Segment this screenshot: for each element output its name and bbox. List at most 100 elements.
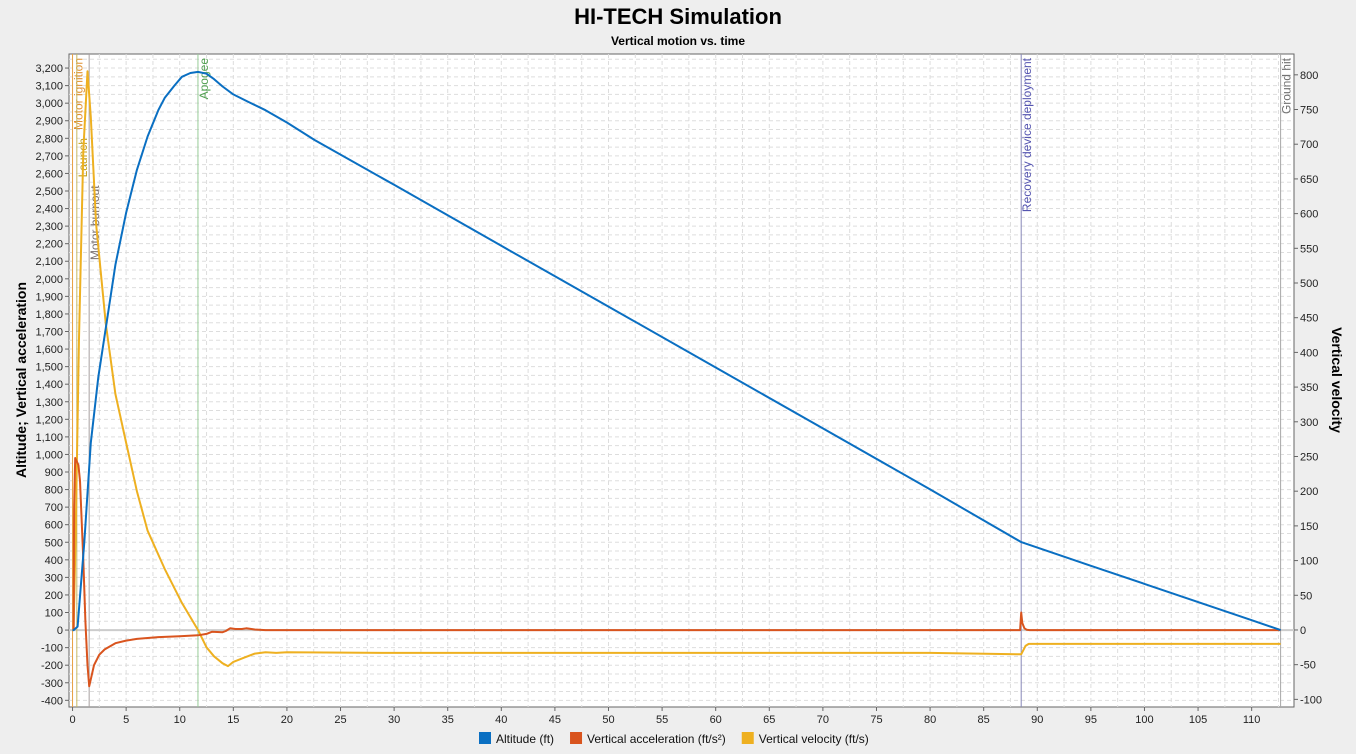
- legend-label: Vertical acceleration (ft/s²): [587, 732, 726, 746]
- x-tick-label: 5: [123, 714, 129, 726]
- y-left-tick-label: 1,500: [35, 362, 63, 374]
- y-left-tick-label: 2,600: [35, 168, 63, 180]
- y-left-tick-label: 1,700: [35, 326, 63, 338]
- y-right-tick-label: 650: [1300, 174, 1318, 186]
- y-left-tick-label: 2,800: [35, 133, 63, 145]
- y-left-tick-label: 800: [45, 485, 63, 497]
- y-left-tick-label: 200: [45, 590, 63, 602]
- y-left-tick-label: 1,600: [35, 344, 63, 356]
- grid: [69, 54, 1294, 707]
- x-tick-label: 100: [1135, 714, 1153, 726]
- y-right-tick-label: 250: [1300, 451, 1318, 463]
- y-right-tick-label: 150: [1300, 521, 1318, 533]
- y-left-tick-label: 500: [45, 537, 63, 549]
- y-right-tick-label: 500: [1300, 278, 1318, 290]
- y-left-tick-label: 900: [45, 467, 63, 479]
- y-left-tick-label: 2,000: [35, 274, 63, 286]
- legend-label: Altitude (ft): [496, 732, 554, 746]
- y-axis-right: -100 -50 0 50 100 150 200 250 300 350 400 450 500 550…: [1294, 70, 1322, 706]
- y-left-tick-label: -400: [41, 695, 63, 707]
- legend-swatch: [479, 732, 491, 744]
- x-tick-label: 0: [69, 714, 75, 726]
- x-tick-label: 70: [817, 714, 829, 726]
- x-tick-label: 40: [495, 714, 507, 726]
- y-left-tick-label: 1,300: [35, 397, 63, 409]
- y-right-tick-label: 300: [1300, 417, 1318, 429]
- y-left-tick-label: 100: [45, 608, 63, 620]
- x-tick-label: 60: [710, 714, 722, 726]
- x-tick-label: 105: [1189, 714, 1207, 726]
- y-left-tick-label: -100: [41, 643, 63, 655]
- y-left-tick-label: 1,200: [35, 414, 63, 426]
- y-right-tick-label: 100: [1300, 556, 1318, 568]
- series-line-2: [72, 70, 1281, 668]
- x-tick-label: 50: [602, 714, 614, 726]
- y-axis-left-label: Altitude; Vertical acceleration: [13, 282, 29, 478]
- plot-area: [68, 53, 1295, 708]
- y-right-tick-label: 400: [1300, 347, 1318, 359]
- y-left-tick-label: 300: [45, 572, 63, 584]
- legend-label: Vertical velocity (ft/s): [759, 732, 869, 746]
- y-left-tick-label: 0: [57, 625, 63, 637]
- x-tick-label: 80: [924, 714, 936, 726]
- x-tick-label: 45: [549, 714, 561, 726]
- y-left-tick-label: 1,100: [35, 432, 63, 444]
- legend-swatch: [741, 732, 754, 744]
- y-left-tick-label: -200: [41, 660, 63, 672]
- y-right-tick-label: 800: [1300, 70, 1318, 82]
- y-left-tick-label: 2,400: [35, 204, 63, 216]
- x-axis: 0 5 10 15 20 25 30 35 40 45 50 55 60 65 70 75 80 85 90 95 10…: [69, 707, 1260, 726]
- chart-subtitle: Vertical motion vs. time: [611, 34, 745, 48]
- y-right-tick-label: 750: [1300, 105, 1318, 117]
- event-label: Motor ignition: [72, 58, 86, 130]
- y-left-tick-label: 2,700: [35, 151, 63, 163]
- legend: Altitude (ft) Vertical acceleration (ft/s…: [479, 732, 869, 746]
- y-left-tick-label: 400: [45, 555, 63, 567]
- x-tick-label: 95: [1085, 714, 1097, 726]
- event-label: Ground hit: [1280, 57, 1294, 114]
- event-label: Recovery device deployment: [1020, 57, 1034, 212]
- chart-title: HI-TECH Simulation: [574, 4, 782, 29]
- y-right-tick-label: 0: [1300, 625, 1306, 637]
- y-left-tick-label: 600: [45, 520, 63, 532]
- x-tick-label: 15: [227, 714, 239, 726]
- x-tick-label: 20: [281, 714, 293, 726]
- y-left-tick-label: 700: [45, 502, 63, 514]
- y-right-tick-label: 700: [1300, 139, 1318, 151]
- y-left-tick-label: 1,000: [35, 449, 63, 461]
- y-left-tick-label: -300: [41, 678, 63, 690]
- y-left-tick-label: 2,900: [35, 116, 63, 128]
- x-tick-label: 10: [174, 714, 186, 726]
- y-right-tick-label: -50: [1300, 660, 1316, 672]
- y-right-tick-label: 350: [1300, 382, 1318, 394]
- x-tick-label: 55: [656, 714, 668, 726]
- x-tick-label: 75: [870, 714, 882, 726]
- y-axis-left: -400 -300 -200 -100 0 100 200 300 400 500 600 700 80…: [35, 63, 69, 707]
- x-tick-label: 90: [1031, 714, 1043, 726]
- event-label: Apogee: [197, 58, 211, 100]
- y-left-tick-label: 2,500: [35, 186, 63, 198]
- series-lines: [72, 70, 1281, 688]
- x-tick-label: 85: [978, 714, 990, 726]
- y-left-tick-label: 3,000: [35, 98, 63, 110]
- y-left-tick-label: 2,100: [35, 256, 63, 268]
- y-right-tick-label: 200: [1300, 486, 1318, 498]
- y-left-tick-label: 3,100: [35, 81, 63, 93]
- y-left-tick-label: 1,400: [35, 379, 63, 391]
- y-right-tick-label: 450: [1300, 313, 1318, 325]
- y-right-tick-label: -100: [1300, 694, 1322, 706]
- y-right-tick-label: 550: [1300, 243, 1318, 255]
- legend-swatch: [570, 732, 583, 744]
- y-axis-right-label: Vertical velocity: [1329, 327, 1345, 433]
- x-tick-label: 30: [388, 714, 400, 726]
- y-right-tick-label: 600: [1300, 209, 1318, 221]
- series-line-0: [72, 70, 1281, 632]
- y-left-tick-label: 3,200: [35, 63, 63, 75]
- y-right-tick-label: 50: [1300, 590, 1312, 602]
- x-tick-label: 25: [334, 714, 346, 726]
- y-left-tick-label: 1,800: [35, 309, 63, 321]
- y-left-tick-label: 1,900: [35, 291, 63, 303]
- x-tick-label: 65: [763, 714, 775, 726]
